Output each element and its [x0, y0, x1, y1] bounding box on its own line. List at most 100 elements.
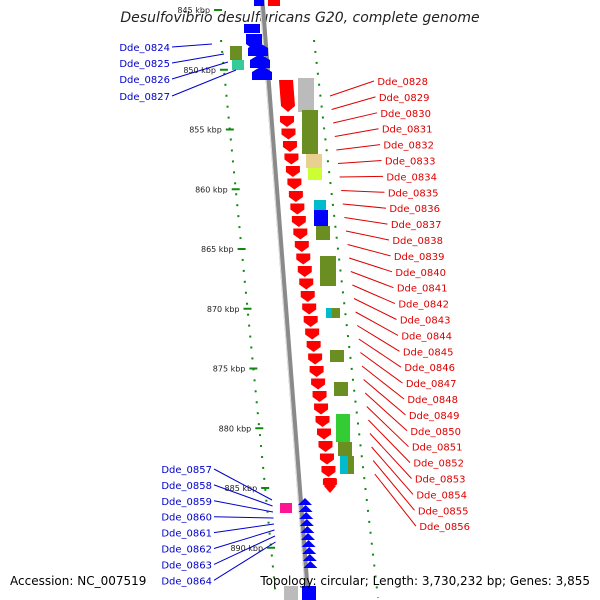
- leader-line: [356, 325, 400, 352]
- forward-gene-arrow: [285, 166, 300, 177]
- forward-gene-arrow: [319, 453, 334, 465]
- leader-line: [369, 433, 412, 479]
- forward-gene-arrow: [297, 266, 312, 277]
- leader-line: [344, 217, 388, 225]
- gene-label-right: Dde_0830: [380, 109, 431, 120]
- leader-line: [337, 160, 382, 164]
- feature-0828: [298, 78, 314, 112]
- gene-label-right: Dde_0853: [415, 475, 466, 486]
- leader-line: [333, 112, 378, 124]
- feature-0825b: [248, 42, 268, 56]
- leader-line: [342, 203, 387, 209]
- gene-label-right: Dde_0847: [406, 379, 457, 390]
- leader-line: [350, 271, 394, 289]
- gene-label-left: Dde_0825: [119, 59, 170, 70]
- gene-label-left: Dde_0858: [161, 481, 212, 492]
- gene-label-left: Dde_0827: [119, 92, 170, 103]
- gene-label-right: Dde_0845: [403, 347, 454, 358]
- forward-gene-arrow: [302, 303, 317, 315]
- reverse-gene-arrow: [301, 533, 315, 540]
- forward-gene-arrow: [305, 328, 320, 340]
- leader-line: [213, 516, 274, 519]
- scale-tick-label: 880 kbp: [219, 424, 252, 433]
- forward-gene-arrow: [299, 278, 314, 290]
- gene-label-right: Dde_0848: [407, 395, 458, 406]
- leader-line: [364, 392, 408, 432]
- feature-0849: [336, 414, 350, 442]
- reverse-gene-arrow: [299, 512, 314, 519]
- leader-line: [358, 338, 402, 368]
- leader-line: [213, 541, 276, 581]
- forward-gene-arrow: [294, 241, 309, 252]
- leader-line: [339, 175, 384, 178]
- gene-label-right: Dde_0834: [386, 172, 437, 183]
- scale-tick-label: 885 kbp: [225, 484, 258, 493]
- leader-line: [347, 244, 391, 257]
- leader-line: [371, 446, 414, 495]
- gene-label-right: Dde_0854: [416, 490, 467, 501]
- gene-label-right: Dde_0829: [379, 93, 430, 104]
- scale-tick-label: 845 kbp: [177, 6, 210, 15]
- feature-bottom-blue: [302, 586, 316, 600]
- leader-line: [349, 257, 393, 273]
- leader-line: [329, 80, 375, 97]
- gene-label-right: Dde_0844: [401, 331, 452, 342]
- gene-label-right: Dde_0832: [383, 141, 434, 152]
- label-leader-lines: [171, 43, 417, 581]
- scale-tick-label: 860 kbp: [195, 185, 228, 194]
- forward-gene-arrow: [317, 428, 332, 440]
- gene-label-right: Dde_0837: [391, 220, 442, 231]
- leader-line: [213, 523, 275, 534]
- forward-gene-arrow: [280, 116, 294, 127]
- scale-tick-label: 855 kbp: [189, 126, 222, 135]
- leader-line: [345, 230, 390, 241]
- leader-line: [213, 468, 273, 501]
- gene-label-right: Dde_0836: [389, 204, 440, 215]
- feature-0852: [348, 456, 354, 474]
- gene-label-left: Dde_0859: [161, 497, 212, 508]
- forward-gene-arrow: [308, 353, 323, 365]
- reverse-gene-arrows: [298, 498, 318, 568]
- leader-line: [213, 535, 276, 565]
- gene-label-left: Dde_0824: [119, 43, 170, 54]
- forward-gene-arrow: [303, 316, 318, 327]
- feature-0832: [306, 154, 322, 168]
- leader-line: [355, 311, 399, 336]
- forward-gene-arrow: [312, 391, 327, 402]
- gene-label-right: Dde_0831: [382, 125, 433, 136]
- forward-gene-arrow: [288, 191, 303, 202]
- gene-label-right: Dde_0849: [409, 411, 460, 422]
- feature-0850: [338, 442, 352, 456]
- forward-gene-arrow: [318, 441, 333, 452]
- scale-tick-label: 870 kbp: [207, 305, 240, 314]
- feature-0839: [320, 256, 336, 286]
- leader-line: [336, 144, 381, 151]
- gene-label-right: Dde_0846: [404, 363, 455, 374]
- feature-0833: [308, 168, 322, 180]
- forward-gene-arrow: [284, 153, 299, 165]
- leader-line: [171, 69, 237, 97]
- leader-line: [171, 53, 225, 64]
- feature-0827b: [252, 66, 272, 80]
- gene-label-right: Dde_0828: [377, 77, 428, 88]
- gene-label-right: Dde_0833: [385, 157, 436, 168]
- feature-0836: [314, 210, 328, 226]
- leader-line: [366, 406, 409, 448]
- gene-labels: Dde_0824 Dde_0825 Dde_0826 Dde_0827 Dde_0828…: [119, 43, 470, 587]
- gene-label-right: Dde_0838: [392, 236, 443, 247]
- gene-label-right: Dde_0851: [412, 443, 463, 454]
- feature-top-red: [268, 0, 280, 6]
- feature-0835: [314, 200, 326, 210]
- leader-line: [171, 61, 229, 80]
- gene-label-right: Dde_0842: [398, 300, 449, 311]
- gene-label-right: Dde_0852: [413, 459, 464, 470]
- leader-line: [171, 43, 213, 48]
- feature-0851: [340, 456, 348, 474]
- gene-label-left: Dde_0826: [119, 75, 170, 86]
- forward-gene-arrow: [300, 291, 315, 302]
- gene-label-right: Dde_0840: [395, 268, 446, 279]
- reverse-gene-arrow: [301, 540, 316, 547]
- feature-0842: [326, 308, 332, 318]
- leader-line: [374, 473, 417, 527]
